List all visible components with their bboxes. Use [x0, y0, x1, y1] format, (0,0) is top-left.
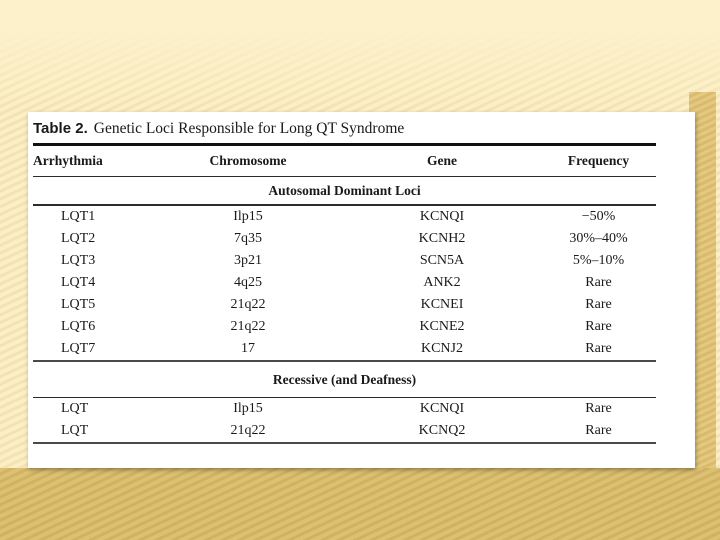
- cell-frequency: Rare: [585, 274, 612, 290]
- table-header-row: Arrhythmia Chromosome Gene Frequency: [33, 146, 656, 176]
- column-header-chromosome: Chromosome: [209, 152, 287, 168]
- section-heading-recessive: Recessive (and Deafness): [272, 371, 417, 387]
- cell-gene: KCNE2: [419, 318, 465, 334]
- cell-chromosome: 21q22: [230, 318, 266, 334]
- cell-chromosome: Ilp15: [233, 208, 263, 224]
- cell-chromosome: Ilp15: [233, 401, 263, 416]
- journal-table: Table 2. Genetic Loci Responsible for Lon…: [33, 112, 656, 444]
- cell-frequency: Rare: [585, 401, 612, 416]
- cell-frequency: Rare: [585, 340, 612, 356]
- table-title-text: Genetic Loci Responsible for Long QT Syn…: [93, 120, 405, 137]
- cell-chromosome: 4q25: [234, 274, 262, 290]
- cell-chromosome: 21q22: [230, 296, 266, 312]
- cell-chromosome: 17: [241, 340, 255, 356]
- cell-frequency: Rare: [585, 318, 612, 334]
- cell-arrhythmia: LQT1: [61, 208, 96, 224]
- rule-under-header: [33, 175, 656, 177]
- cell-gene: KCNQI: [419, 208, 465, 224]
- column-header-arrhythmia: Arrhythmia: [33, 152, 103, 168]
- cell-arrhythmia: LQT: [61, 401, 89, 416]
- cell-frequency: Rare: [585, 296, 612, 312]
- section-2-rows: LQT Ilp15 KCNQI Rare LQT 21q22 KCNQ2 Rar…: [33, 398, 656, 442]
- rule-under-title: [33, 143, 656, 146]
- cell-gene: KCNJ2: [420, 340, 463, 356]
- cell-gene: KCNQI: [419, 401, 465, 416]
- cell-arrhythmia: LQT2: [61, 230, 96, 246]
- table-caption: Table 2. Genetic Loci Responsible for Lon…: [33, 112, 656, 143]
- background-bottom-gold-band: [0, 468, 720, 540]
- cell-chromosome: 7q35: [234, 230, 262, 246]
- column-header-frequency: Frequency: [567, 152, 630, 168]
- cell-frequency: Rare: [585, 423, 612, 438]
- cell-gene: SCN5A: [419, 252, 465, 268]
- column-header-gene: Gene: [427, 152, 457, 168]
- table-number-label: Table 2.: [33, 120, 88, 137]
- section-1-rows: LQT1 Ilp15 KCNQI −50% LQT2 7q35 KCNH2 30…: [33, 206, 656, 360]
- cell-gene: KCNH2: [418, 230, 466, 246]
- rule-under-section-2: [33, 396, 656, 398]
- cell-frequency: 5%–10%: [572, 252, 625, 268]
- cell-arrhythmia: LQT4: [61, 274, 96, 290]
- cell-arrhythmia: LQT6: [61, 318, 96, 334]
- cell-chromosome: 21q22: [230, 423, 266, 438]
- cell-frequency: −50%: [581, 208, 616, 224]
- rule-under-section-1: [33, 204, 656, 206]
- section-heading-autosomal-dominant: Autosomal Dominant Loci: [268, 183, 421, 198]
- table-panel: Table 2. Genetic Loci Responsible for Lon…: [28, 112, 695, 468]
- rule-above-section-2: [33, 359, 656, 362]
- cell-arrhythmia: LQT3: [61, 252, 96, 268]
- cell-gene: KCNQ2: [418, 423, 466, 438]
- background-top-plain-zone: [0, 0, 720, 110]
- cell-arrhythmia: LQT5: [61, 296, 96, 312]
- cell-gene: KCNEI: [420, 296, 464, 312]
- cell-arrhythmia: LQT7: [61, 340, 96, 356]
- cell-arrhythmia: LQT: [61, 423, 89, 438]
- cell-chromosome: 3p21: [234, 252, 262, 268]
- rule-table-bottom: [33, 442, 656, 444]
- cell-frequency: 30%–40%: [569, 230, 628, 246]
- cell-gene: ANK2: [423, 274, 461, 290]
